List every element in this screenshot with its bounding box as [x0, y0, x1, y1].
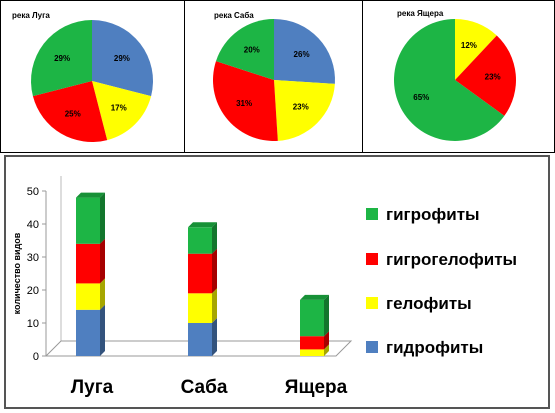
- bar-segment-side: [100, 278, 105, 310]
- bar-segment: [300, 349, 324, 356]
- legend-swatch: [366, 253, 378, 265]
- legend-label: гелофиты: [386, 294, 472, 313]
- legend-label: гидрофиты: [386, 338, 483, 357]
- bar-segment-side: [100, 304, 105, 356]
- x-category-label: Луга: [71, 377, 114, 398]
- pie-slice-label: 17%: [111, 104, 127, 113]
- pie-slice: [92, 20, 153, 97]
- bar-top-face: [76, 192, 105, 198]
- bar-segment-side: [324, 331, 329, 350]
- pie-slice: [215, 19, 274, 80]
- bar-segment-side: [212, 248, 217, 294]
- y-tick-label: 40: [27, 219, 39, 231]
- bar-segment: [188, 227, 212, 254]
- stacked-bar-chart: 0 10 20 30 40 50 количество видов Луга Саба Ящера…: [12, 176, 517, 398]
- x-category-label: Саба: [181, 377, 228, 398]
- pie-slice: [393, 19, 505, 141]
- pie-slice-label: 26%: [294, 50, 310, 59]
- pie-slice-label: 31%: [236, 99, 252, 108]
- bar-segment: [188, 293, 212, 323]
- pie-slice: [274, 80, 335, 141]
- y-tick-label: 50: [27, 186, 39, 198]
- bar-top-face: [300, 294, 329, 300]
- bar-segment: [300, 299, 324, 337]
- y-tick-label: 0: [33, 351, 39, 363]
- pie-slice-label: 29%: [54, 54, 70, 63]
- legend-swatch: [366, 297, 378, 309]
- pie-panel-saba: река Саба 26% 23% 31% 20%: [184, 0, 363, 153]
- bar-segment-side: [100, 238, 105, 284]
- y-tick-label: 30: [27, 252, 39, 264]
- bar-segment: [300, 336, 324, 350]
- bar-segment: [76, 283, 100, 310]
- bar-segment-side: [212, 222, 217, 254]
- legend-label: гигрофиты: [386, 205, 480, 224]
- pie-title: река Ящера: [397, 9, 444, 18]
- bar-segment-side: [324, 294, 329, 337]
- bar-top-face: [188, 222, 217, 228]
- pie-slice-label: 23%: [485, 72, 501, 81]
- pie-slice-label: 65%: [413, 93, 429, 102]
- pie-slice-label: 25%: [65, 110, 81, 119]
- bar-segment: [76, 243, 100, 284]
- pie-chart-yashchera: 12% 23% 65%: [393, 19, 516, 141]
- pie-slice: [92, 81, 152, 141]
- bar-chart-panel: 0 10 20 30 40 50 количество видов Луга Саба Ящера…: [4, 155, 550, 409]
- x-category-label: Ящера: [285, 377, 348, 398]
- y-axis-title: количество видов: [12, 232, 22, 314]
- pie-chart-saba: 26% 23% 31% 20%: [213, 19, 335, 141]
- pie-slice: [274, 19, 335, 84]
- pie-title: река Саба: [214, 11, 254, 20]
- pie-panel-yashchera: река Ящера 12% 23% 65%: [362, 0, 555, 153]
- pie-slice-label: 29%: [114, 54, 130, 63]
- bar-segment: [76, 309, 100, 356]
- bar-segment: [76, 197, 100, 244]
- bar-segment-side: [324, 344, 329, 356]
- bar-segment-side: [212, 318, 217, 356]
- legend-label: гигрогелофиты: [386, 250, 517, 269]
- y-tick-label: 20: [27, 285, 39, 297]
- bar-segment-side: [100, 192, 105, 244]
- legend-swatch: [366, 208, 378, 220]
- bar-segment: [188, 253, 212, 294]
- y-tick-label: 10: [27, 318, 39, 330]
- pie-panel-luga: река Луга 29% 17% 25% 29%: [0, 0, 185, 153]
- pie-slice: [31, 20, 93, 97]
- bar-segment: [188, 323, 212, 356]
- legend-swatch: [366, 341, 378, 353]
- pie-slice-label: 12%: [461, 41, 477, 50]
- pie-slice-label: 20%: [244, 45, 260, 54]
- bar-segment-side: [212, 288, 217, 323]
- pie-slice: [455, 35, 516, 116]
- pie-slice-label: 23%: [293, 103, 309, 112]
- pie-title: река Луга: [12, 11, 50, 20]
- pie-chart-luga: 29% 17% 25% 29%: [31, 20, 153, 142]
- pie-slice: [32, 81, 108, 142]
- chart-floor: [44, 340, 353, 357]
- pie-slice: [213, 61, 278, 141]
- pie-slice: [455, 19, 497, 80]
